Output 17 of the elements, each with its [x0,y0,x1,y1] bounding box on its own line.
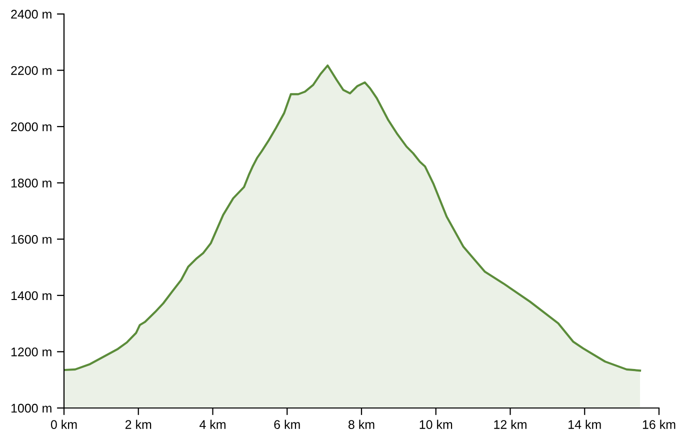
y-tick-label: 2000 m [11,122,52,132]
x-tick-label: 10 km [420,420,452,429]
y-tick-label: 1800 m [11,178,52,188]
y-tick-label: 2200 m [11,66,52,75]
y-tick-label: 1200 m [11,348,52,356]
x-tick-label: 12 km [494,420,526,429]
y-tick-label: 1000 m [11,404,52,413]
y-tick-label: 1600 m [11,234,52,244]
x-tick-label: 16 km [642,420,676,429]
x-tick-label: 2 km [125,420,152,429]
x-tick-label: 0 km [50,420,77,429]
x-tick-label: 14 km [568,420,601,429]
y-tick-label: 2400 m [11,10,52,19]
x-tick-label: 8 km [348,420,374,429]
x-tick-label: 4 km [199,420,226,429]
y-tick-label: 1400 m [11,291,52,300]
x-tick-label: 6 km [274,420,300,429]
